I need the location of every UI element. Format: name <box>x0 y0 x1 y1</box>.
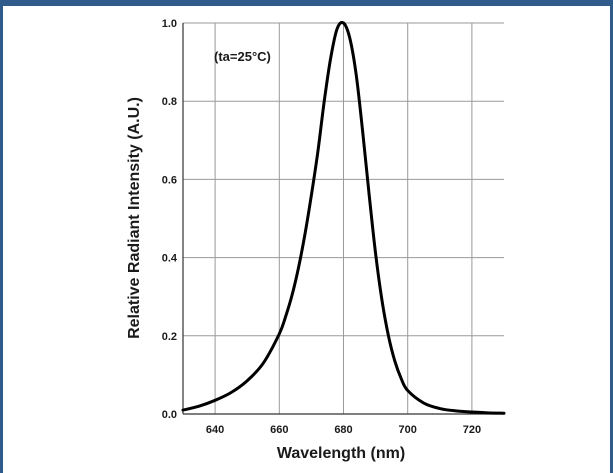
temperature-annotation: (ta=25°C) <box>214 49 271 64</box>
x-tick-label-700: 700 <box>399 424 417 436</box>
x-tick-label-640: 640 <box>206 424 224 436</box>
y-tick-label-2: 0.4 <box>162 253 178 265</box>
y-tick-label-4: 0.8 <box>162 96 177 108</box>
frame-left-border <box>0 0 3 473</box>
x-tick-label-680: 680 <box>334 424 352 436</box>
y-tick-label-5: 1.0 <box>162 18 177 30</box>
y-axis-title: Relative Radiant Intensity (A.U.) <box>126 97 143 339</box>
series <box>181 20 506 415</box>
y-tick-label-3: 0.6 <box>162 174 177 186</box>
spectrum-curve-0 <box>181 20 506 415</box>
x-tick-label-720: 720 <box>463 424 481 436</box>
y-tick-label-1: 0.2 <box>162 331 177 343</box>
frame-top-border <box>0 0 613 6</box>
tick-labels: 640 660 680 700 720 0.0 0.2 0.4 0.6 0.8 1.0 <box>162 18 481 436</box>
frame-right-border <box>610 0 613 473</box>
grid <box>183 22 504 415</box>
x-axis-title: Wavelength (nm) <box>277 445 405 462</box>
axes <box>182 23 504 415</box>
y-tick-label-0: 0.0 <box>162 409 177 421</box>
x-tick-label-660: 660 <box>270 424 288 436</box>
